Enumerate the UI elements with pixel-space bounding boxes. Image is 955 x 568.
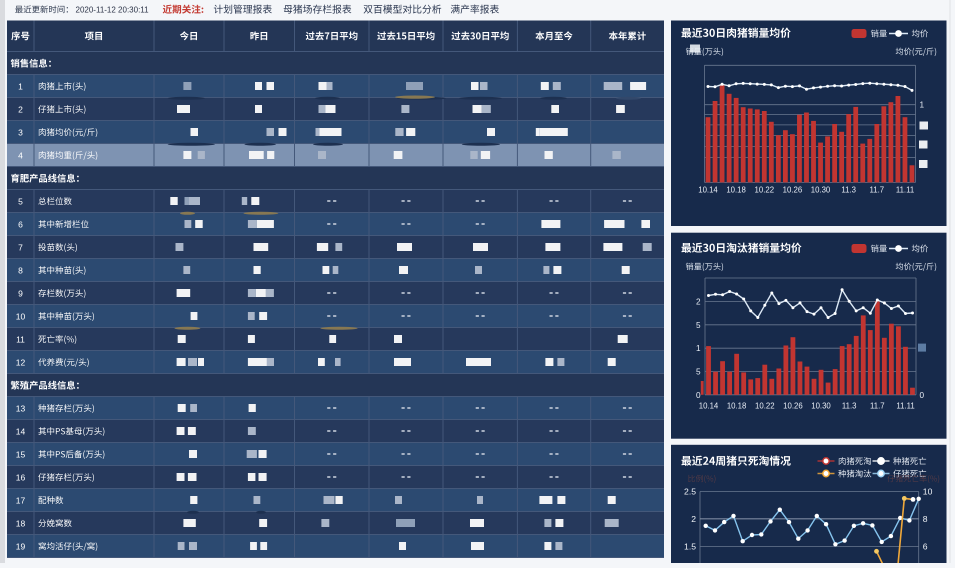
svg-text:11: 11: [16, 334, 25, 344]
svg-text:19: 19: [16, 541, 26, 551]
svg-text:14: 14: [16, 426, 26, 436]
svg-text:1: 1: [18, 81, 23, 91]
svg-text:10.26: 10.26: [783, 186, 803, 195]
svg-text:10.30: 10.30: [811, 402, 831, 411]
svg-text:4: 4: [18, 150, 23, 160]
svg-text:11.11: 11.11: [896, 186, 914, 195]
svg-text:5: 5: [696, 321, 701, 330]
svg-text:1: 1: [920, 101, 925, 110]
svg-text:13: 13: [16, 403, 26, 413]
svg-text:2: 2: [696, 297, 701, 306]
svg-text:10: 10: [923, 487, 933, 497]
svg-text:11.7: 11.7: [869, 186, 884, 195]
svg-text:11.3: 11.3: [841, 186, 856, 195]
svg-text:2: 2: [691, 514, 696, 524]
svg-text:17: 17: [16, 495, 26, 505]
svg-text:1: 1: [696, 344, 701, 353]
svg-text:10.14: 10.14: [699, 402, 719, 411]
svg-text:6: 6: [923, 541, 928, 551]
svg-text:5: 5: [696, 368, 701, 377]
svg-text:10.26: 10.26: [783, 402, 803, 411]
svg-text:0: 0: [696, 391, 701, 400]
svg-text:2020-11-12 20:30:11: 2020-11-12 20:30:11: [76, 6, 150, 15]
svg-text:7: 7: [18, 242, 23, 252]
svg-text:0: 0: [920, 391, 925, 400]
svg-text:10.22: 10.22: [755, 186, 775, 195]
svg-text:10.14: 10.14: [698, 186, 718, 195]
svg-text:18: 18: [16, 518, 26, 528]
svg-text:10.22: 10.22: [755, 402, 775, 411]
svg-text:2.5: 2.5: [684, 487, 696, 497]
svg-text:11.11: 11.11: [896, 402, 914, 411]
svg-text:10.18: 10.18: [726, 186, 746, 195]
svg-text:8: 8: [923, 514, 928, 524]
svg-text:15: 15: [16, 449, 26, 459]
svg-text:9: 9: [18, 288, 23, 298]
svg-text:10.30: 10.30: [811, 186, 831, 195]
svg-text:3: 3: [18, 127, 23, 137]
svg-text:8: 8: [18, 265, 23, 275]
svg-text:10: 10: [16, 311, 26, 321]
svg-text:11.3: 11.3: [842, 402, 857, 411]
svg-text:1.5: 1.5: [684, 541, 696, 551]
svg-text:6: 6: [18, 219, 23, 229]
svg-text:10.18: 10.18: [727, 402, 747, 411]
svg-text:2: 2: [18, 104, 23, 114]
svg-text:11.7: 11.7: [870, 402, 885, 411]
svg-text:12: 12: [16, 357, 26, 367]
svg-text:16: 16: [16, 472, 26, 482]
svg-text:5: 5: [18, 196, 23, 206]
